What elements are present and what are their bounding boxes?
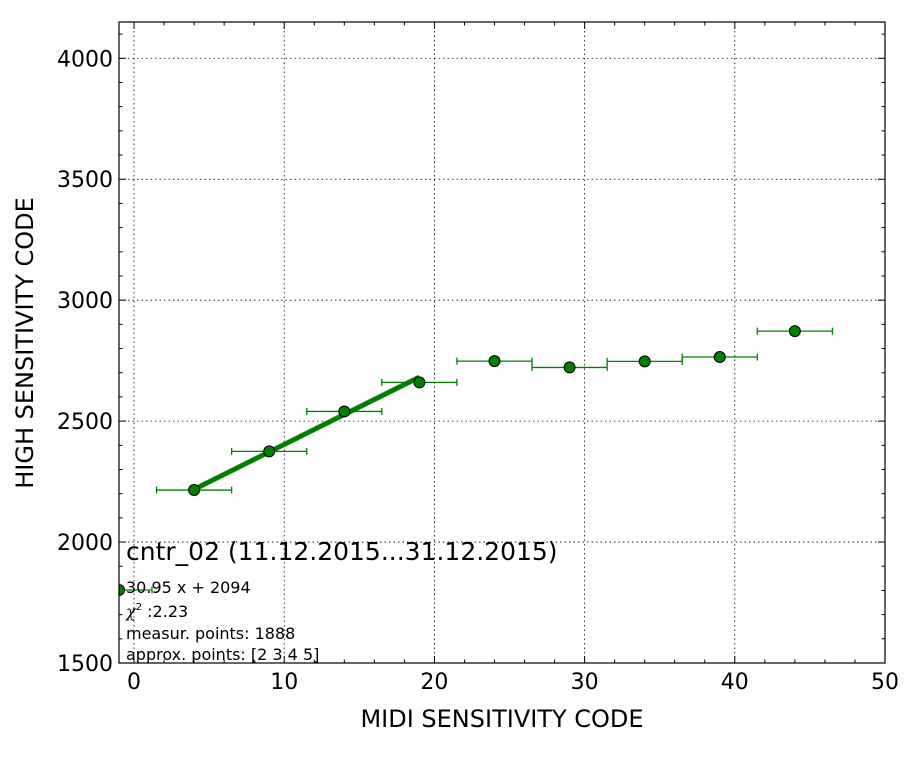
x-tick-label: 30 bbox=[571, 670, 599, 695]
annotation-approx-points: approx. points: [2 3 4 5] bbox=[126, 645, 319, 664]
y-tick-label: 1500 bbox=[57, 652, 113, 677]
data-point bbox=[263, 445, 276, 458]
data-point bbox=[713, 351, 726, 364]
data-point bbox=[413, 376, 426, 389]
x-tick-labels: 0 10 20 30 40 50 bbox=[127, 670, 899, 695]
y-tick-label: 2000 bbox=[57, 531, 113, 556]
chi-symbol: χ bbox=[125, 602, 137, 621]
plot-frame bbox=[118, 21, 886, 664]
data-point bbox=[788, 325, 801, 338]
data-points bbox=[188, 325, 801, 497]
x-tick-label: 50 bbox=[871, 670, 899, 695]
chi-value: :2.23 bbox=[142, 602, 188, 621]
data-point bbox=[188, 484, 201, 497]
annotation-chi-square: χ2 :2.23 bbox=[125, 602, 188, 621]
data-point bbox=[338, 405, 351, 418]
x-tick-label: 40 bbox=[721, 670, 749, 695]
x-tick-label: 0 bbox=[127, 670, 141, 695]
plot-background bbox=[119, 22, 885, 663]
y-tick-label: 3500 bbox=[57, 168, 113, 193]
x-tick-label: 10 bbox=[270, 670, 298, 695]
data-point bbox=[563, 361, 576, 374]
chi-superscript: 2 bbox=[136, 602, 142, 613]
y-tick-label: 4000 bbox=[57, 47, 113, 72]
data-point bbox=[488, 355, 501, 368]
fit-line bbox=[192, 374, 421, 492]
y-tick-label: 3000 bbox=[57, 289, 113, 314]
y-axis-label: HIGH SENSITIVITY CODE bbox=[11, 197, 39, 489]
annotation-measur-points: measur. points: 1888 bbox=[126, 624, 295, 643]
x-tick-label: 20 bbox=[420, 670, 448, 695]
annotation-title: cntr_02 (11.12.2015...31.12.2015) bbox=[126, 537, 558, 566]
fit-line-group bbox=[192, 374, 421, 492]
y-tick-label: 2500 bbox=[57, 410, 113, 435]
annotation-equation: 30.95 x + 2094 bbox=[126, 578, 251, 597]
data-point bbox=[638, 355, 651, 368]
x-axis-label: MIDI SENSITIVITY CODE bbox=[360, 705, 643, 733]
y-tick-labels: 1500 2000 2500 3000 3500 4000 bbox=[57, 47, 113, 677]
